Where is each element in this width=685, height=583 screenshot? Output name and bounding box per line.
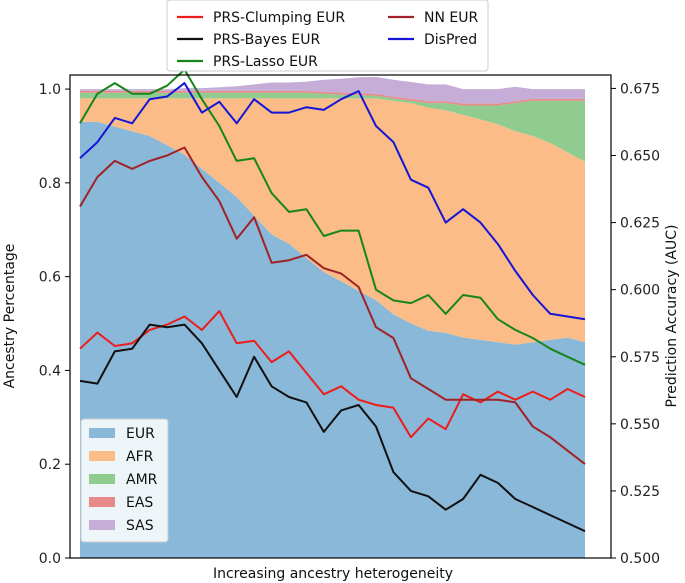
legend-label-sas: SAS [126, 518, 154, 534]
legend-label-dispred: DisPred [424, 32, 477, 48]
legend-swatch-sas [89, 520, 115, 530]
right-tick-label: 0.600 [620, 283, 660, 299]
x-axis-label: Increasing ancestry heterogeneity [213, 566, 453, 582]
right-tick-label: 0.500 [620, 551, 660, 567]
line-dispred [79, 82, 586, 321]
y-axis-label-left: Ancestry Percentage [2, 244, 18, 389]
line-prs-bayes-eur [79, 323, 586, 533]
legend-label-prs-clumping-eur: PRS-Clumping EUR [213, 10, 345, 26]
area-afr [80, 98, 585, 345]
left-tick-label: 1.0 [39, 82, 61, 98]
legend-label-amr: AMR [126, 472, 158, 488]
left-axis: 0.0 0.2 0.4 0.6 0.8 1.0 [39, 82, 70, 567]
left-tick-label: 0.2 [39, 457, 61, 473]
right-tick-label: 0.675 [620, 81, 660, 97]
legend-swatch-eas [89, 497, 115, 507]
area-sas [80, 76, 585, 104]
left-tick-label: 0.8 [39, 176, 61, 192]
legend-bottom-box [80, 418, 169, 543]
legend-label-eas: EAS [126, 495, 153, 511]
right-tick-label: 0.525 [620, 484, 660, 500]
legend-label-afr: AFR [126, 449, 154, 465]
right-tick-label: 0.625 [620, 216, 660, 232]
line-nn-eur [79, 146, 586, 465]
legend-swatch-eur [89, 428, 115, 438]
left-tick-label: 0.6 [39, 270, 61, 286]
y-axis-label-right: Prediction Accuracy (AUC) [664, 225, 680, 408]
accuracy-lines [79, 68, 586, 533]
right-tick-label: 0.575 [620, 350, 660, 366]
left-tick-label: 0.4 [39, 363, 61, 379]
line-prs-lasso-eur [79, 68, 586, 366]
legend-swatch-afr [89, 451, 115, 461]
right-tick-label: 0.650 [620, 149, 660, 165]
plot-frame [69, 74, 612, 559]
legend-label-prs-bayes-eur: PRS-Bayes EUR [213, 32, 321, 48]
legend-bottom: EUR AFR AMR EAS SAS [80, 418, 169, 543]
area-eur [80, 121, 585, 559]
area-amr [80, 92, 585, 162]
legend-label-nn-eur: NN EUR [424, 10, 478, 26]
line-prs-clumping-eur [79, 310, 586, 439]
right-tick-label: 0.550 [620, 417, 660, 433]
ancestry-areas [80, 76, 585, 559]
legend-label-prs-lasso-eur: PRS-Lasso EUR [213, 54, 318, 70]
legend-top: PRS-Clumping EUR PRS-Bayes EUR PRS-Lasso E… [166, 0, 489, 72]
legend-swatch-amr [89, 474, 115, 484]
right-axis: 0.500 0.525 0.550 0.575 0.600 0.625 0.650 0.675 [611, 81, 660, 567]
left-tick-label: 0.0 [39, 551, 61, 567]
legend-label-eur: EUR [126, 426, 155, 442]
